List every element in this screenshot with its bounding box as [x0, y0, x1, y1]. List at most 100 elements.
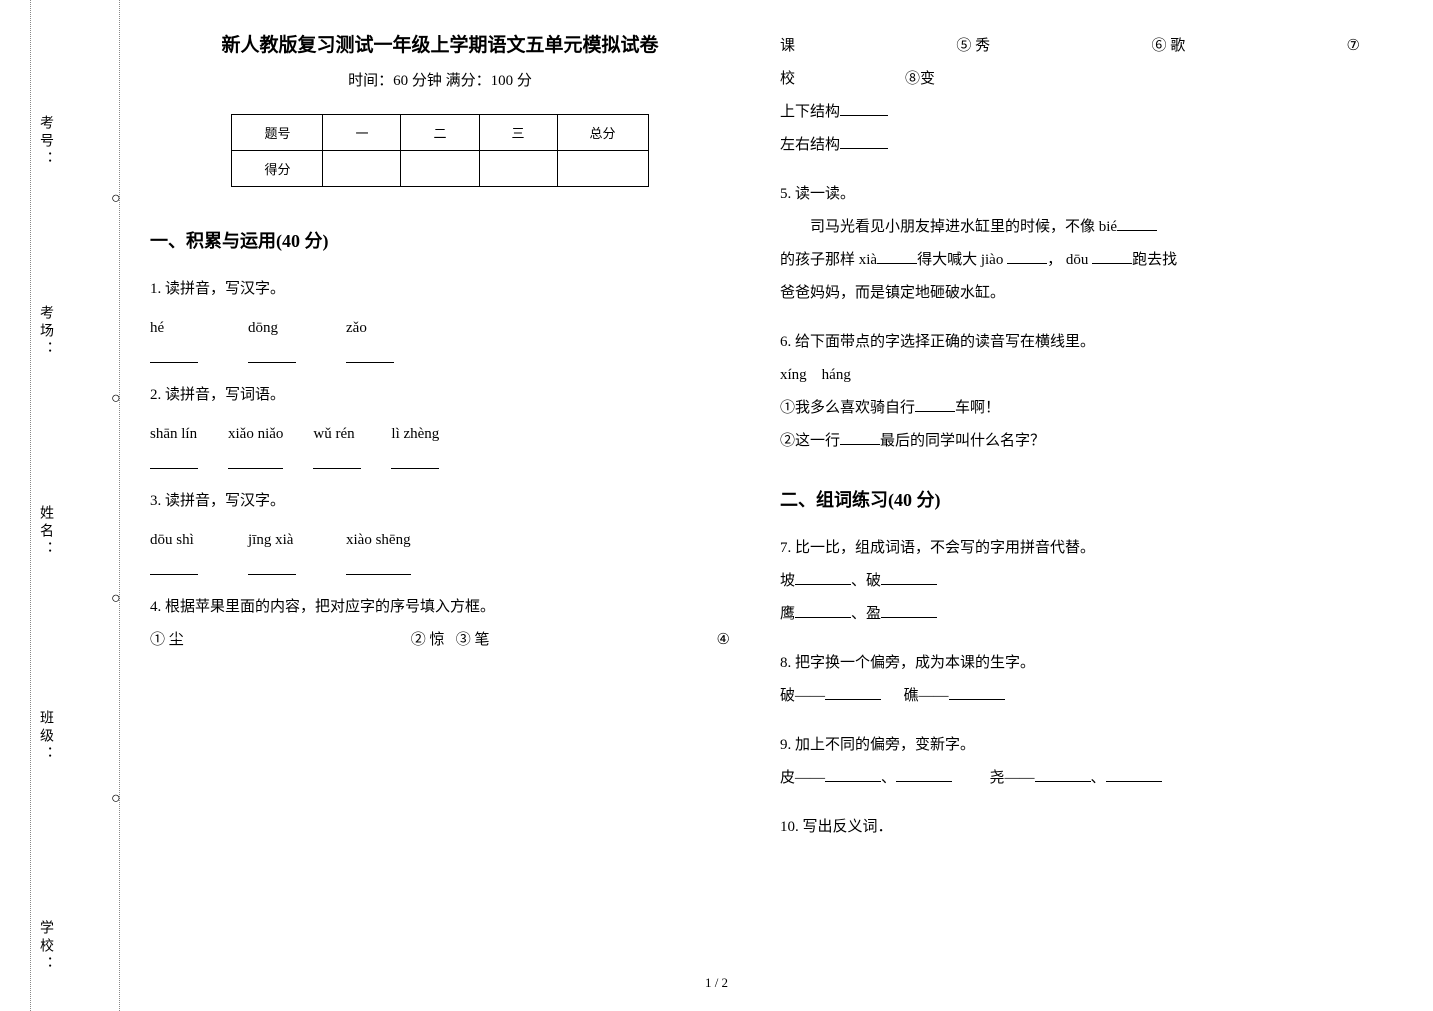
q5-text: ， dōu [1047, 252, 1088, 268]
q2-pinyin-row: shān lín xiǎo niǎo wǔ rén lì zhèng [150, 418, 730, 469]
answer-blank[interactable] [825, 764, 881, 782]
answer-blank[interactable] [346, 557, 411, 575]
pinyin: dōu shì [150, 524, 198, 557]
answer-blank[interactable] [248, 557, 296, 575]
binding-label-name: 姓名： [35, 505, 55, 559]
q4-options-row: ① 尘 ② 惊 ③ 笔 ④ [150, 624, 730, 657]
answer-blank[interactable] [313, 451, 361, 469]
td [479, 151, 557, 187]
answer-blank[interactable] [228, 451, 283, 469]
question-9: 9. 加上不同的偏旁，变新字。 皮——、 尧——、 [780, 729, 1360, 795]
q4-opt: 课 [780, 30, 795, 63]
section-1-heading: 一、积累与运用(40 分) [150, 227, 730, 253]
q9-item: 皮—— [780, 770, 825, 786]
pinyin: dōng [248, 312, 296, 345]
answer-blank[interactable] [949, 682, 1005, 700]
question-3: 3. 读拼音，写汉字。 dōu shì jīng xià xiào shēng [150, 485, 730, 575]
q4-opt: ① 尘 [150, 624, 184, 657]
binding-label-class: 班级： [35, 710, 55, 764]
answer-blank[interactable] [915, 394, 955, 412]
answer-blank[interactable] [1035, 764, 1091, 782]
q5-prompt: 5. 读一读。 [780, 178, 1360, 211]
pinyin: jīng xià [248, 524, 296, 557]
q4-opt: ② 惊 [411, 632, 445, 648]
binding-margin: 学校： 班级： 姓名： 考场： 考号： ○ ○ ○ ○ [30, 0, 120, 1011]
q5-text: 得大喊大 jiào [917, 252, 1003, 268]
answer-blank[interactable] [881, 567, 937, 585]
answer-blank[interactable] [896, 764, 952, 782]
answer-blank[interactable] [150, 557, 198, 575]
q8-item: 礁—— [904, 688, 949, 704]
answer-blank[interactable] [248, 345, 296, 363]
answer-blank[interactable] [1117, 213, 1157, 231]
answer-blank[interactable] [840, 131, 888, 149]
answer-blank[interactable] [840, 427, 880, 445]
td [557, 151, 648, 187]
q4-opt: ⑧变 [905, 63, 935, 96]
answer-blank[interactable] [1092, 246, 1132, 264]
q4-opt: ⑤ 秀 [956, 30, 990, 63]
table-row: 题号 一 二 三 总分 [232, 115, 648, 151]
q8-item: 破—— [780, 688, 825, 704]
q4-opt: ⑦ [1347, 30, 1360, 63]
q6-line2a: ②这一行 [780, 433, 840, 449]
question-10: 10. 写出反义词． [780, 811, 1360, 844]
th: 二 [401, 115, 479, 151]
q7-char: 坡 [780, 573, 795, 589]
section-2-heading: 二、组词练习(40 分) [780, 486, 1360, 512]
q7-char: 盈 [866, 606, 881, 622]
q5-text: 跑去找 [1132, 252, 1177, 268]
seal-circle: ○ [111, 590, 121, 608]
question-6: 6. 给下面带点的字选择正确的读音写在横线里。 xíng háng ①我多么喜欢… [780, 326, 1360, 458]
answer-blank[interactable] [346, 345, 394, 363]
q3-pinyin-row: dōu shì jīng xià xiào shēng [150, 524, 730, 575]
answer-blank[interactable] [1007, 246, 1047, 264]
q10-prompt: 10. 写出反义词． [780, 811, 1360, 844]
q4-prompt: 4. 根据苹果里面的内容，把对应字的序号填入方框。 [150, 591, 730, 624]
answer-blank[interactable] [795, 600, 851, 618]
td: 得分 [232, 151, 323, 187]
question-8: 8. 把字换一个偏旁，成为本课的生字。 破—— 礁—— [780, 647, 1360, 713]
q4-opt: ⑥ 歌 [1151, 30, 1185, 63]
q9-prompt: 9. 加上不同的偏旁，变新字。 [780, 729, 1360, 762]
q7-char: 破 [866, 573, 881, 589]
answer-blank[interactable] [150, 451, 198, 469]
paper-subtitle: 时间：60 分钟 满分：100 分 [150, 69, 730, 90]
pinyin: xiào shēng [346, 524, 411, 557]
seal-circle: ○ [111, 790, 121, 808]
right-column: 课 ⑤ 秀 ⑥ 歌 ⑦ 校 ⑧变 上下结构 左右结构 5. 读一读。 司马光看见… [780, 30, 1360, 860]
answer-blank[interactable] [881, 600, 937, 618]
q4-row3: 校 ⑧变 [780, 63, 1360, 96]
answer-blank[interactable] [825, 682, 881, 700]
td [323, 151, 401, 187]
pinyin: zǎo [346, 312, 394, 345]
q2-prompt: 2. 读拼音，写词语。 [150, 379, 730, 412]
answer-blank[interactable] [840, 98, 888, 116]
answer-blank[interactable] [150, 345, 198, 363]
answer-blank[interactable] [877, 246, 917, 264]
th: 题号 [232, 115, 323, 151]
q5-text: 司马光看见小朋友掉进水缸里的时候，不像 bié [810, 219, 1117, 235]
q4-struct2: 左右结构 [780, 137, 840, 153]
pinyin: wǔ rén [313, 418, 361, 451]
question-1: 1. 读拼音，写汉字。 hé dōng zǎo [150, 273, 730, 363]
table-row: 得分 [232, 151, 648, 187]
q5-text3: 爸爸妈妈，而是镇定地砸破水缸。 [780, 277, 1360, 310]
page-number: 1 / 2 [705, 975, 728, 991]
q6-line1b: 车啊！ [955, 400, 1000, 416]
q5-text: 的孩子那样 xià [780, 252, 877, 268]
pinyin: shān lín [150, 418, 198, 451]
seal-circle: ○ [111, 390, 121, 408]
q4-opt: ③ 笔 [456, 632, 490, 648]
pinyin: hé [150, 312, 198, 345]
td [401, 151, 479, 187]
answer-blank[interactable] [1106, 764, 1162, 782]
answer-blank[interactable] [391, 451, 439, 469]
q5-body: 司马光看见小朋友掉进水缸里的时候，不像 bié [780, 211, 1360, 244]
q7-char: 鹰 [780, 606, 795, 622]
q5-body2: 的孩子那样 xià 得大喊大 jiào ， dōu 跑去找 [780, 244, 1360, 277]
answer-blank[interactable] [795, 567, 851, 585]
pinyin: lì zhèng [391, 418, 439, 451]
q4-struct1: 上下结构 [780, 104, 840, 120]
paper-title: 新人教版复习测试一年级上学期语文五单元模拟试卷 [150, 30, 730, 57]
